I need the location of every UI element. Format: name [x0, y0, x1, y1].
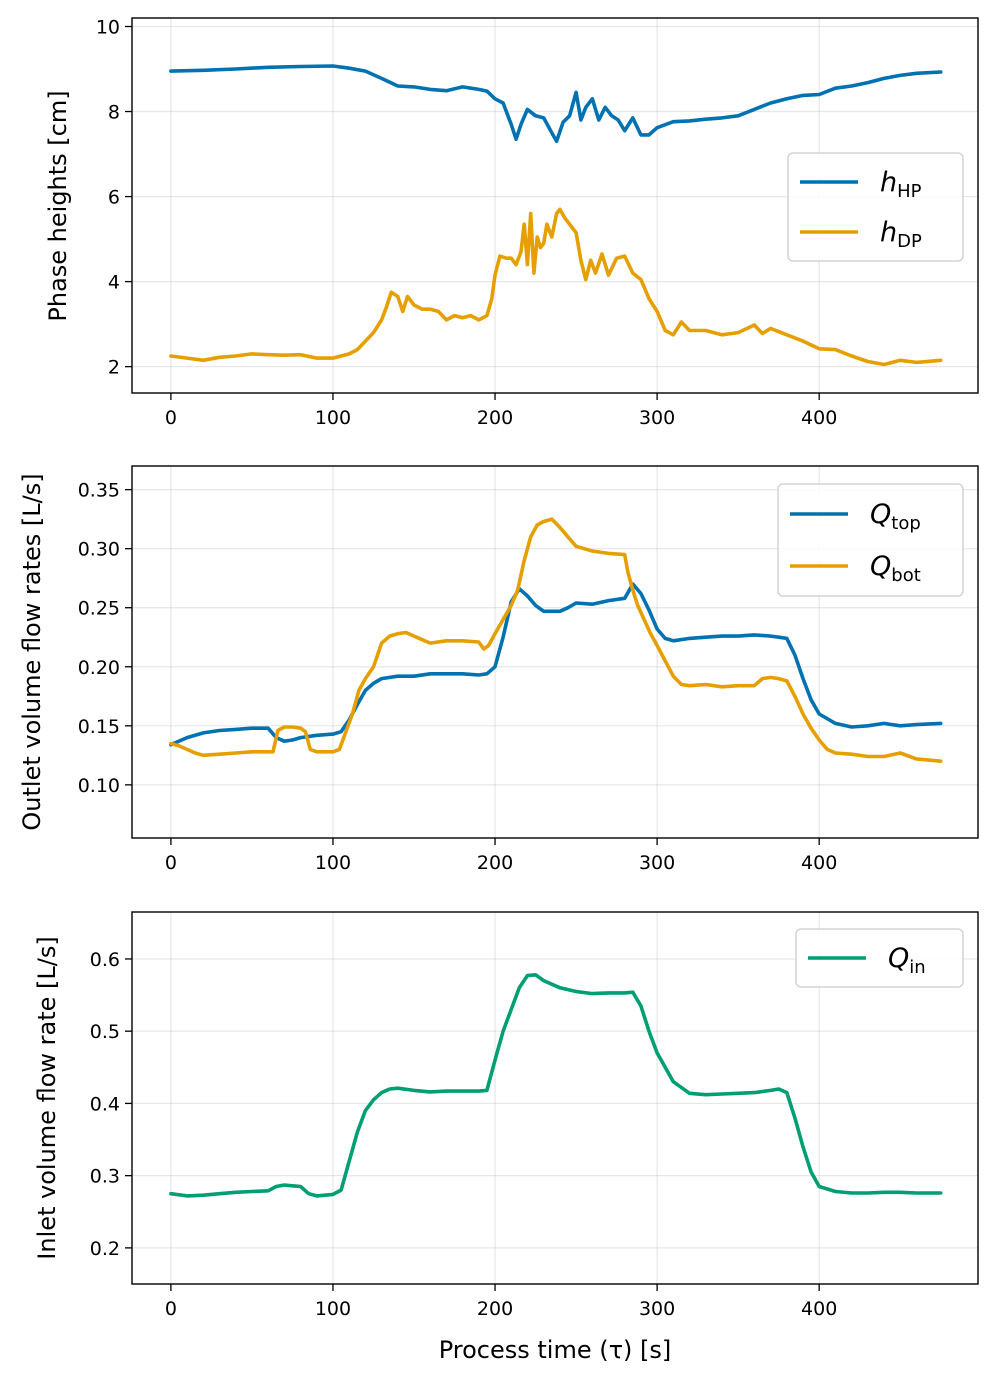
axes-frame — [131, 911, 979, 1285]
y-tick-label: 0.35 — [78, 480, 120, 502]
y-tick-label: 0.20 — [78, 657, 120, 679]
x-tick-label: 200 — [477, 1298, 513, 1320]
legend-box — [787, 152, 964, 262]
legend: hHP hDP — [787, 152, 964, 262]
x-tick-label: 0 — [165, 407, 177, 429]
y-tick-label: 0.30 — [78, 539, 120, 561]
panel-outlet-flow-rates: 0 100 200 300 400 0.10 0.15 0.20 0.25 0.30 0.35 Ou… — [18, 465, 979, 874]
axes-frame — [131, 17, 979, 394]
x-tick-label: 100 — [315, 852, 351, 874]
legend: Qtop Qbot — [777, 483, 964, 597]
x-tick-label: 0 — [165, 1298, 177, 1320]
legend-label: hHP — [880, 167, 922, 202]
y-tick-label: 10 — [96, 17, 120, 39]
x-tick-label: 200 — [477, 407, 513, 429]
y-tick-label: 0.4 — [90, 1093, 120, 1115]
x-tick-label: 100 — [315, 407, 351, 429]
y-tick-label: 0.6 — [90, 949, 120, 971]
panel-inlet-flow-rate: 0 100 200 300 400 0.2 0.3 0.4 0.5 0.6 Inlet volum… — [33, 911, 979, 1364]
y-tick-label: 0.10 — [78, 775, 120, 797]
y-tick-label: 0.15 — [78, 716, 120, 738]
legend-box — [795, 928, 964, 988]
series-line-h-hp — [169, 64, 943, 144]
y-tick-label: 6 — [108, 187, 120, 209]
x-tick-label: 0 — [165, 852, 177, 874]
ticks: 0 100 200 300 400 2 4 6 8 10 — [96, 17, 837, 429]
legend-label: Qtop — [870, 499, 921, 534]
y-axis-label: Outlet volume flow rates [L/s] — [18, 473, 46, 830]
y-tick-label: 0.3 — [90, 1166, 120, 1188]
legend-box — [777, 483, 964, 597]
legend-label: Qin — [888, 943, 926, 978]
ticks: 0 100 200 300 400 0.2 0.3 0.4 0.5 0.6 — [90, 949, 838, 1320]
legend-label: Qbot — [870, 551, 921, 586]
y-tick-label: 0.5 — [90, 1021, 120, 1043]
axes-frame — [131, 465, 979, 839]
series-line-q-top — [169, 582, 943, 747]
grid — [132, 18, 978, 393]
y-tick-label: 0.25 — [78, 598, 120, 620]
grid — [132, 466, 978, 838]
data-series — [169, 64, 943, 367]
series-line-h-dp — [169, 207, 943, 367]
y-axis-label: Phase heights [cm] — [44, 90, 72, 321]
panel-phase-heights: 0 100 200 300 400 2 4 6 8 10 Phase heights [cm] h… — [44, 17, 979, 429]
series-line-q-bot — [169, 517, 943, 764]
x-axis-label: Process time (τ) [s] — [439, 1336, 672, 1364]
y-tick-label: 4 — [108, 272, 120, 294]
x-tick-label: 300 — [639, 852, 675, 874]
y-axis-label: Inlet volume flow rate [L/s] — [33, 936, 61, 1259]
y-tick-label: 2 — [108, 357, 120, 379]
x-tick-label: 400 — [801, 1298, 837, 1320]
ticks: 0 100 200 300 400 0.10 0.15 0.20 0.25 0.30 0.35 — [78, 480, 838, 874]
data-series — [169, 972, 943, 1198]
y-tick-label: 8 — [108, 102, 120, 124]
legend-label: hDP — [880, 217, 922, 252]
legend: Qin — [795, 928, 964, 988]
x-tick-label: 300 — [639, 407, 675, 429]
series-line-q-in — [169, 972, 943, 1198]
y-tick-label: 0.2 — [90, 1238, 120, 1260]
x-tick-label: 300 — [639, 1298, 675, 1320]
x-tick-label: 400 — [801, 852, 837, 874]
x-tick-label: 400 — [801, 407, 837, 429]
x-tick-label: 100 — [315, 1298, 351, 1320]
data-series — [169, 517, 943, 764]
x-tick-label: 200 — [477, 852, 513, 874]
